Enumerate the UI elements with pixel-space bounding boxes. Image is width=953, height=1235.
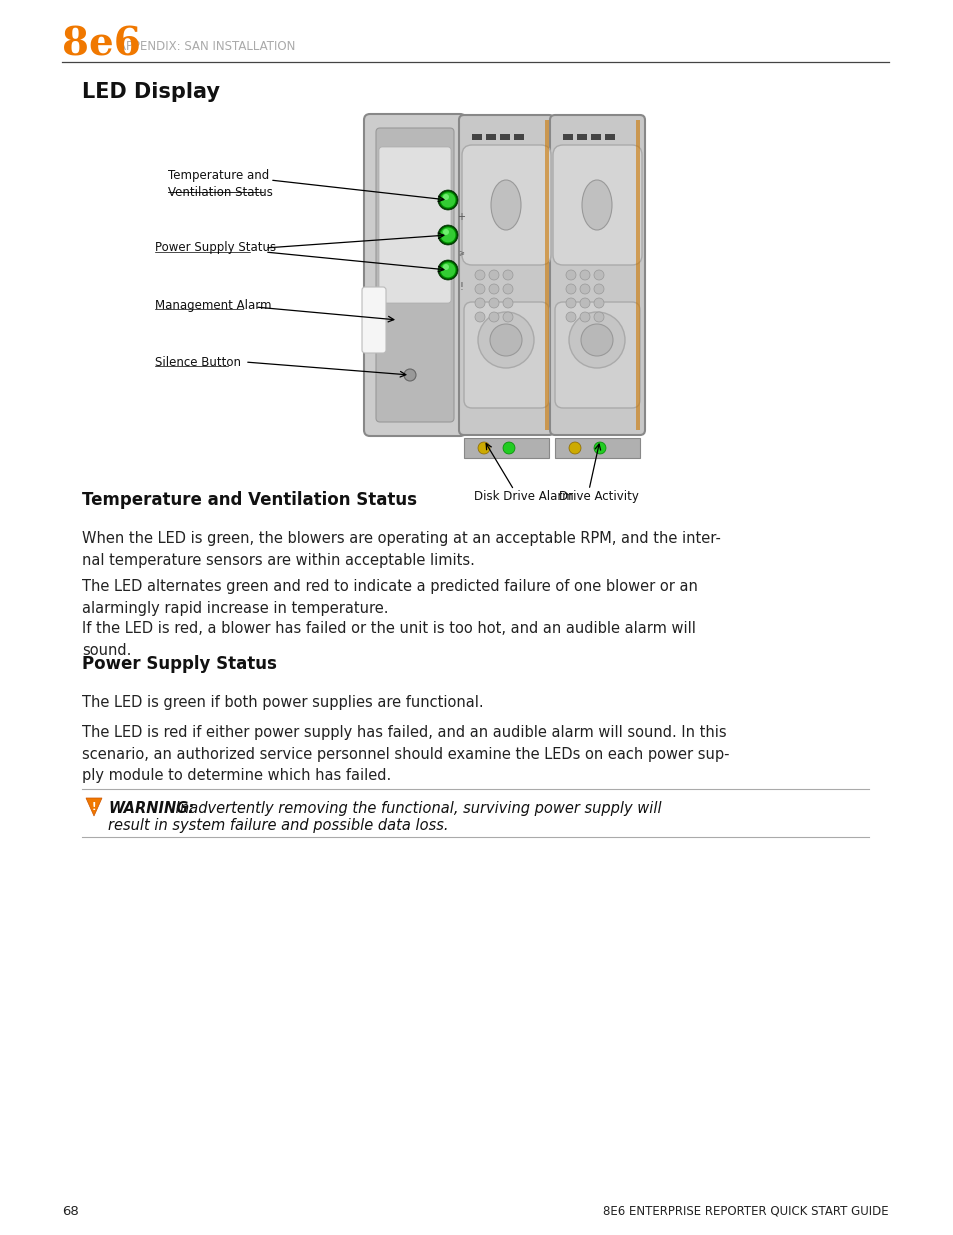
Text: When the LED is green, the blowers are operating at an acceptable RPM, and the i: When the LED is green, the blowers are o… — [82, 531, 720, 568]
FancyBboxPatch shape — [375, 128, 454, 422]
Bar — [544, 120, 548, 430]
Text: Temperature and Ventilation Status: Temperature and Ventilation Status — [82, 492, 416, 509]
Circle shape — [437, 261, 457, 280]
Bar — [499, 135, 510, 140]
Circle shape — [579, 312, 589, 322]
Bar — [514, 135, 523, 140]
Circle shape — [502, 442, 515, 454]
Circle shape — [442, 194, 449, 200]
Circle shape — [475, 284, 484, 294]
Circle shape — [490, 324, 521, 356]
Circle shape — [489, 270, 498, 280]
Text: Management Alarm: Management Alarm — [154, 299, 272, 311]
Text: result in system failure and possible data loss.: result in system failure and possible da… — [108, 818, 448, 832]
FancyBboxPatch shape — [378, 147, 451, 303]
Bar — [555, 438, 639, 458]
Text: Power Supply Status: Power Supply Status — [154, 242, 275, 254]
Circle shape — [568, 312, 624, 368]
Circle shape — [568, 442, 580, 454]
Circle shape — [475, 312, 484, 322]
Text: Inadvertently removing the functional, surviving power supply will: Inadvertently removing the functional, s… — [171, 802, 661, 816]
Circle shape — [439, 262, 456, 278]
Circle shape — [579, 270, 589, 280]
Circle shape — [442, 264, 449, 270]
Bar — [604, 135, 615, 140]
Text: Power Supply Status: Power Supply Status — [82, 655, 276, 673]
Text: 8e6: 8e6 — [62, 25, 141, 63]
Circle shape — [594, 270, 603, 280]
Bar — [472, 135, 481, 140]
Text: Drive Activity: Drive Activity — [558, 490, 639, 503]
Circle shape — [437, 190, 457, 210]
Circle shape — [477, 312, 534, 368]
Circle shape — [565, 298, 576, 308]
FancyBboxPatch shape — [550, 115, 644, 435]
Circle shape — [477, 442, 490, 454]
Circle shape — [565, 284, 576, 294]
FancyBboxPatch shape — [364, 114, 465, 436]
Text: The LED is red if either power supply has failed, and an audible alarm will soun: The LED is red if either power supply ha… — [82, 725, 729, 783]
Circle shape — [439, 191, 456, 207]
Text: If the LED is red, a blower has failed or the unit is too hot, and an audible al: If the LED is red, a blower has failed o… — [82, 621, 695, 657]
Circle shape — [489, 312, 498, 322]
Text: Temperature and
Ventilation Status: Temperature and Ventilation Status — [168, 169, 273, 199]
Text: 68: 68 — [62, 1205, 79, 1218]
Circle shape — [580, 324, 613, 356]
Circle shape — [579, 284, 589, 294]
Circle shape — [475, 270, 484, 280]
FancyBboxPatch shape — [458, 115, 554, 435]
Circle shape — [439, 227, 456, 243]
Bar — [562, 135, 573, 140]
Circle shape — [502, 298, 513, 308]
Circle shape — [437, 225, 457, 245]
Text: !: ! — [91, 802, 96, 811]
Circle shape — [594, 284, 603, 294]
Circle shape — [565, 270, 576, 280]
Circle shape — [565, 312, 576, 322]
Bar — [636, 120, 639, 430]
Text: APPENDIX: SAN INSTALLATION: APPENDIX: SAN INSTALLATION — [118, 40, 295, 53]
Text: !: ! — [458, 282, 462, 291]
Ellipse shape — [491, 180, 520, 230]
FancyBboxPatch shape — [555, 303, 639, 408]
Bar — [590, 135, 600, 140]
Circle shape — [489, 298, 498, 308]
FancyBboxPatch shape — [463, 303, 548, 408]
Bar — [485, 135, 496, 140]
Text: WARNING:: WARNING: — [108, 802, 193, 816]
FancyBboxPatch shape — [361, 287, 386, 353]
Text: The LED is green if both power supplies are functional.: The LED is green if both power supplies … — [82, 695, 483, 710]
Text: +: + — [456, 212, 464, 222]
Text: Silence Button: Silence Button — [154, 356, 241, 368]
Circle shape — [403, 369, 416, 382]
Bar — [463, 438, 548, 458]
Ellipse shape — [581, 180, 612, 230]
Circle shape — [442, 228, 449, 235]
Circle shape — [502, 284, 513, 294]
FancyBboxPatch shape — [461, 144, 551, 266]
Circle shape — [594, 312, 603, 322]
Text: Disk Drive Alarm: Disk Drive Alarm — [474, 490, 573, 503]
Bar — [577, 135, 586, 140]
Text: 8E6 ENTERPRISE REPORTER QUICK START GUIDE: 8E6 ENTERPRISE REPORTER QUICK START GUID… — [602, 1205, 888, 1218]
Circle shape — [475, 298, 484, 308]
Text: ⩾: ⩾ — [457, 249, 463, 254]
Circle shape — [579, 298, 589, 308]
Circle shape — [502, 270, 513, 280]
Circle shape — [594, 442, 605, 454]
Polygon shape — [86, 798, 102, 816]
Circle shape — [502, 312, 513, 322]
Circle shape — [594, 298, 603, 308]
Text: The LED alternates green and red to indicate a predicted failure of one blower o: The LED alternates green and red to indi… — [82, 579, 698, 615]
Text: LED Display: LED Display — [82, 82, 220, 103]
Circle shape — [489, 284, 498, 294]
FancyBboxPatch shape — [553, 144, 641, 266]
